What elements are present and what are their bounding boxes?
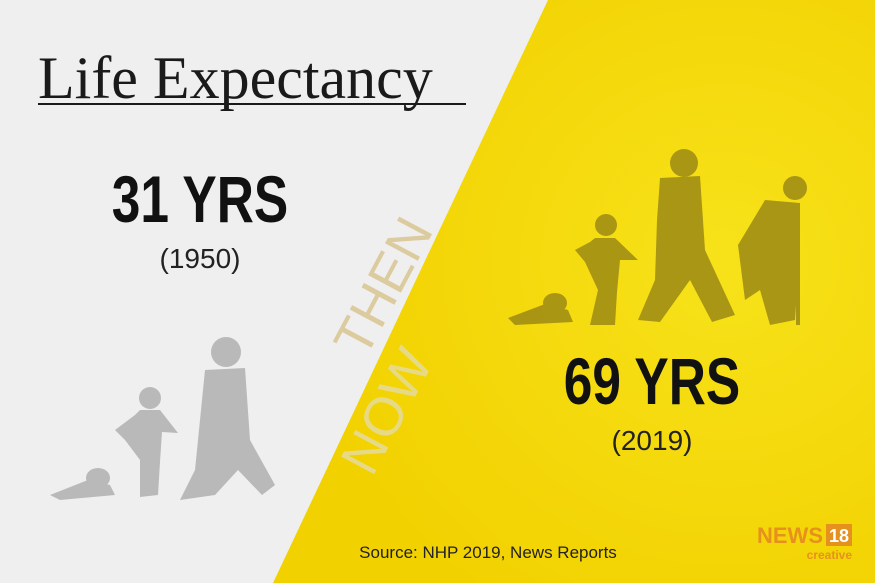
silhouettes-then [50, 337, 275, 500]
then-year: (1950) [160, 243, 241, 274]
then-value: 31 YRS [112, 162, 288, 237]
source: Source: NHP 2019, News Reports [359, 543, 617, 562]
now-value: 69 YRS [564, 344, 740, 419]
logo: NEWS 18 creative [757, 523, 852, 562]
background-right [273, 0, 875, 583]
title: Life Expectancy [38, 45, 433, 111]
now-year: (2019) [612, 425, 693, 456]
logo-number: 18 [829, 526, 849, 546]
logo-box [826, 524, 852, 546]
logo-name: NEWS [757, 523, 823, 548]
logo-tagline: creative [807, 548, 853, 562]
silhouettes-now [508, 149, 807, 325]
